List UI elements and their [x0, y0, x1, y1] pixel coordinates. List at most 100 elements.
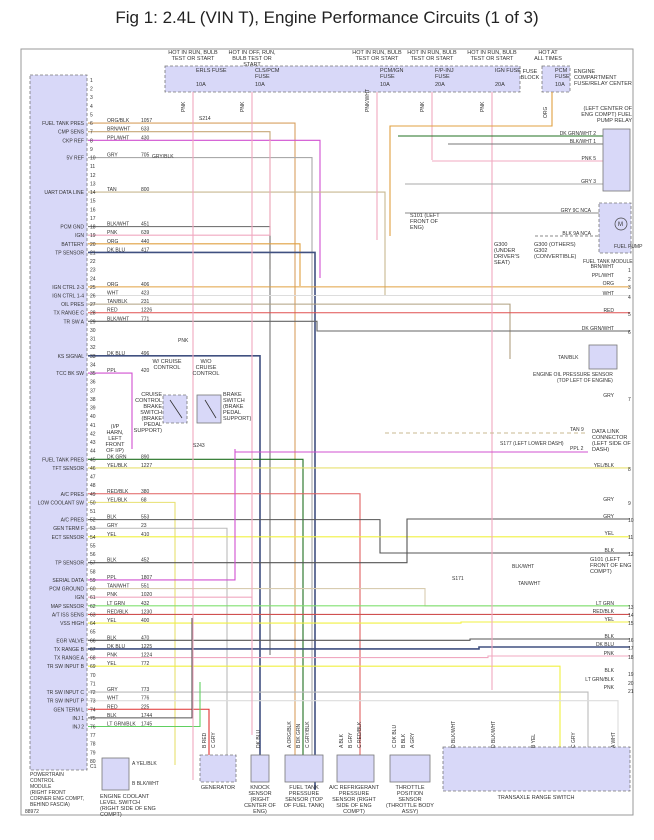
pcm-pin-number: 56 [90, 552, 96, 558]
connector-pin-number: 20 [628, 681, 634, 687]
fuel-pump-relay[interactable] [602, 128, 631, 192]
wire-color-label: DK BLU [107, 351, 125, 357]
pcm-pin-number: 2 [90, 87, 93, 93]
circuit-number: 400 [141, 618, 150, 624]
throttle-position-sensor[interactable] [389, 754, 431, 783]
pcm-pin-label: KS SIGNAL [58, 354, 85, 360]
connector-wire-label: GRY [603, 514, 614, 520]
wire-color-label: ORG [107, 239, 119, 245]
pcm-pin-number: 58 [90, 569, 96, 575]
pcm-pin-number: 20 [90, 242, 96, 248]
pcm-pin-number: 42 [90, 431, 96, 437]
fuse-name: PCM/IGN FUSE [380, 68, 404, 80]
wire-color-label: TAN [107, 187, 117, 193]
circuit-number: 639 [141, 230, 150, 236]
figure-id: 88972 [25, 809, 39, 815]
wire-color-label: PNK [107, 230, 118, 236]
wire-color-label: WHT [107, 696, 118, 702]
wire-wht [88, 700, 619, 747]
wire-dk-blu [88, 355, 261, 755]
pcm-pin-number: 67 [90, 647, 96, 653]
component-pin-wire: B DK GRN [296, 723, 302, 748]
knock-sensor[interactable] [250, 754, 270, 783]
pcm-pin-label: IGN CTRL 2-3 [52, 285, 84, 291]
pcm-pin-number: 57 [90, 561, 96, 567]
component-pin-wire: A BLK [339, 733, 345, 748]
s101-label: S101 (LEFT FRONT OF ENG) [410, 213, 440, 231]
wire-color-label: RED [107, 704, 118, 710]
pcm-pin-label: INJ 2 [72, 725, 84, 731]
connector-pin-number: 2 [628, 277, 631, 283]
fuse-hot-label: HOT IN RUN, BULB TEST OR START [407, 50, 457, 62]
pcm-pin-label: IGN [75, 233, 84, 239]
g302-label: G302 (CONVERTIBLE) [534, 248, 577, 260]
pcm-pin-number: 54 [90, 535, 96, 541]
wire-blk [88, 638, 630, 641]
wire-ppl-wht [88, 139, 321, 278]
pcm-pin-label: FUEL TANK PRES [42, 121, 85, 127]
wire-color-label: DK BLU [107, 247, 125, 253]
pcm-name: POWERTRAIN CONTROL MODULE (RIGHT FRONT CORNE… [30, 772, 84, 808]
connector-pin-number: 21 [628, 689, 634, 695]
component-pin-wire: B RED [202, 732, 208, 748]
fuse-rating: 10A [196, 82, 206, 88]
wire-red-blk [88, 493, 361, 755]
circuit-number: 380 [141, 489, 150, 495]
pcm-pin-number: 69 [90, 664, 96, 670]
s171-wire-blkwht: BLK/WHT [512, 564, 534, 570]
circuit-number: 451 [141, 222, 150, 228]
pcm-pin-label: FUEL TANK PRES [42, 457, 85, 463]
oil-pressure-sensor[interactable] [588, 344, 618, 370]
connector-wire-label: DK GRN/WHT [582, 326, 614, 332]
pcm-pin-label: TP SENSOR [55, 561, 84, 567]
circuit-number: 1057 [141, 118, 152, 124]
component-pin-wire: A ORG/BLK [287, 721, 293, 748]
pcm-pin-number: 71 [90, 681, 96, 687]
connector-wire-label: BLK [605, 668, 615, 674]
circuit-number: 470 [141, 635, 150, 641]
fuse-hot-label: HOT IN RUN, BULB TEST OR START [168, 50, 218, 62]
pcm-pin-number: C1 [90, 764, 97, 770]
pcm-pin-number: 77 [90, 733, 96, 739]
diagram-frame [20, 48, 634, 816]
circuit-number: 705 [141, 153, 150, 159]
generator[interactable] [199, 754, 237, 783]
fuse-block[interactable] [164, 65, 521, 93]
coolant-pin-a: A YEL/BLK [132, 761, 157, 767]
w-cruise-label: W/ CRUISE CONTROL [152, 359, 182, 371]
fuel-tank-pressure-sensor[interactable] [284, 754, 324, 783]
s177-label: S177 (LEFT LOWER DASH) [500, 441, 564, 447]
pcm-pin-label: TX RANGE B [54, 647, 85, 653]
transaxle-range-switch[interactable] [442, 746, 631, 792]
pcm-pin-label: MAP SENSOR [51, 604, 85, 610]
engine-coolant-level-switch[interactable] [101, 757, 130, 791]
wire-tan-blk [88, 303, 511, 359]
fuse-hot-label: HOT IN OFF, RUN, BULB TEST OR START [228, 50, 276, 68]
pcm-pin-number: 75 [90, 716, 96, 722]
connector-pin-number: 16 [628, 638, 634, 644]
connector-pin-number: 11 [628, 535, 633, 541]
knock-label: KNOCK SENSOR (RIGHT CENTER OF ENG) [244, 785, 276, 815]
connector-pin-number: 8 [628, 467, 631, 473]
fuse-wire-label: PNK/WHT [365, 89, 371, 112]
pcm-pin-label: TCC BK SW [56, 371, 84, 377]
connector-pin-number: 4 [628, 295, 631, 301]
circuit-number: 440 [141, 239, 150, 245]
pcm-pin-label: CKP REF [62, 138, 84, 144]
pcm-pin-number: 55 [90, 543, 96, 549]
pcm-pin-label: INJ 1 [72, 716, 84, 722]
fuse-relay-center[interactable] [541, 65, 571, 93]
fuse-name: IGN FUSE [495, 68, 521, 74]
cruise-brake-switch[interactable] [162, 394, 188, 424]
connector-pin-number: 10 [628, 518, 634, 524]
pcm-box[interactable] [29, 74, 88, 771]
brake-switch[interactable] [196, 394, 222, 424]
ac-refrigerant-pressure-sensor[interactable] [336, 754, 375, 783]
pcm-pin-number: 13 [90, 181, 96, 187]
circuit-number: 1744 [141, 713, 152, 719]
fuel-pump-name: FUEL PUMP [614, 244, 643, 250]
pcm-pin-number: 79 [90, 750, 96, 756]
wire-blk [88, 518, 630, 564]
connector-wire-label: ORG [603, 281, 615, 287]
component-pin-wire: A GRY [410, 732, 416, 748]
